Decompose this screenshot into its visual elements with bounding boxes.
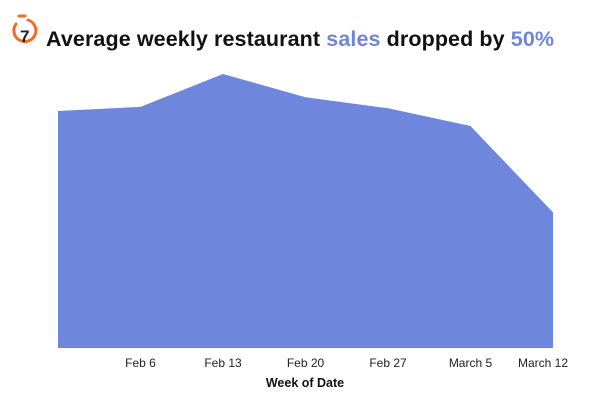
x-tick-label: Feb 6 (125, 356, 156, 370)
x-tick-label: March 5 (449, 356, 493, 370)
x-tick-label: Feb 13 (204, 356, 242, 370)
x-axis-ticks: Feb 6 Feb 13 Feb 20 Feb 27 March 5 March 12 (125, 356, 568, 370)
x-tick-label: March 12 (518, 356, 568, 370)
title-highlight-sales: sales (326, 27, 381, 51)
stopwatch-logo-icon: 7 (12, 14, 38, 46)
logo-digit: 7 (20, 27, 29, 46)
title-part2: dropped by (380, 27, 511, 51)
page-title: Average weekly restaurant sales dropped … (46, 27, 554, 52)
x-tick-label: Feb 27 (369, 356, 407, 370)
title-part1: Average weekly restaurant (46, 27, 327, 51)
x-tick-label: Feb 20 (287, 356, 325, 370)
x-axis-label: Week of Date (266, 376, 344, 390)
title-highlight-percent: 50% (510, 27, 555, 51)
area-layer (57, 73, 554, 348)
sales-area-series (58, 74, 553, 348)
